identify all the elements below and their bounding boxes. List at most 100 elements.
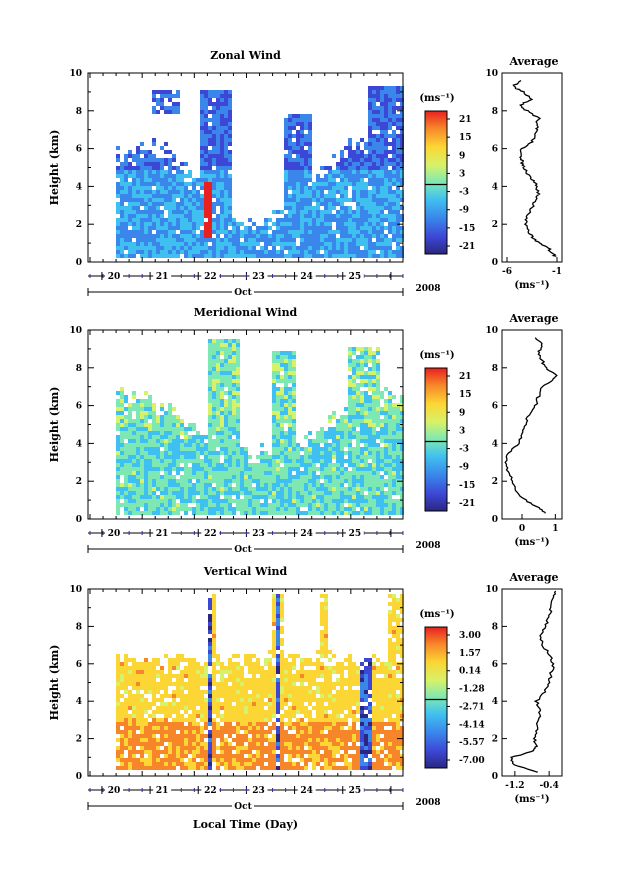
heatmap-cell <box>216 359 220 363</box>
heatmap-cell <box>196 698 200 702</box>
heatmap-cell <box>360 182 364 186</box>
heatmap-cell <box>136 734 140 738</box>
heatmap-cell <box>140 443 144 447</box>
heatmap-cell <box>132 726 136 730</box>
heatmap-cell <box>328 226 332 230</box>
heatmap-cell <box>176 451 180 455</box>
heatmap-cell <box>308 138 312 142</box>
heatmap-cell <box>228 734 232 738</box>
heatmap-cell <box>164 234 168 238</box>
heatmap-cell <box>116 730 120 734</box>
heatmap-cell <box>208 702 212 706</box>
heatmap-cell <box>224 202 228 206</box>
heatmap-cell <box>384 146 388 150</box>
heatmap-cell <box>128 435 132 439</box>
heatmap-cell <box>216 407 220 411</box>
heatmap-cell <box>368 106 372 110</box>
heatmap-cell <box>176 686 180 690</box>
heatmap-cell <box>232 250 236 254</box>
heatmap-cell <box>336 495 340 499</box>
heatmap-cell <box>224 431 228 435</box>
heatmap-cell <box>216 427 220 431</box>
heatmap-cell <box>172 499 176 503</box>
heatmap-cell <box>244 495 248 499</box>
heatmap-cell <box>220 210 224 214</box>
heatmap-cell <box>204 459 208 463</box>
heatmap-cell <box>200 435 204 439</box>
heatmap-cell <box>120 250 124 254</box>
heatmap-cell <box>124 702 128 706</box>
heatmap-cell <box>224 455 228 459</box>
heatmap-cell <box>228 110 232 114</box>
heatmap-cell <box>172 766 176 770</box>
heatmap-cell <box>128 734 132 738</box>
heatmap-cell <box>272 475 276 479</box>
heatmap-cell <box>380 138 384 142</box>
month-label: Oct <box>234 545 252 555</box>
heatmap-cell <box>164 706 168 710</box>
heatmap-cell <box>124 491 128 495</box>
heatmap-cell <box>192 734 196 738</box>
heatmap-cell <box>148 702 152 706</box>
heatmap-cell <box>144 495 148 499</box>
heatmap-cell <box>264 242 268 246</box>
heatmap-cell <box>152 702 156 706</box>
heatmap-cell <box>208 375 212 379</box>
heatmap-cell <box>216 443 220 447</box>
heatmap-cell <box>120 206 124 210</box>
heatmap-cell <box>144 710 148 714</box>
heatmap-cell <box>396 198 400 202</box>
heatmap-cell <box>304 186 308 190</box>
heatmap-cell <box>384 483 388 487</box>
heatmap-cell <box>148 234 152 238</box>
heatmap-cell <box>148 166 152 170</box>
heatmap-cell <box>340 186 344 190</box>
heatmap-cell <box>272 383 276 387</box>
heatmap-cell <box>344 222 348 226</box>
heatmap-cell <box>172 106 176 110</box>
heatmap-cell <box>220 375 224 379</box>
heatmap-cell <box>384 495 388 499</box>
heatmap-cell <box>388 483 392 487</box>
heatmap-cell <box>336 483 340 487</box>
heatmap-cell <box>280 451 284 455</box>
heatmap-cell <box>380 391 384 395</box>
heatmap-cell <box>164 710 168 714</box>
heatmap-cell <box>344 427 348 431</box>
heatmap-cell <box>228 391 232 395</box>
profile-title: Average <box>508 312 558 325</box>
heatmap-cell <box>184 162 188 166</box>
heatmap-cell <box>168 714 172 718</box>
heatmap-cell <box>364 399 368 403</box>
heatmap-cell <box>328 186 332 190</box>
heatmap-cell <box>372 90 376 94</box>
heatmap-cell <box>120 463 124 467</box>
heatmap-cell <box>156 459 160 463</box>
heatmap-cell <box>224 694 228 698</box>
heatmap-cell <box>212 355 216 359</box>
heatmap-cell <box>168 766 172 770</box>
heatmap-cell <box>172 702 176 706</box>
heatmap-cell <box>148 150 152 154</box>
heatmap-cell <box>360 459 364 463</box>
heatmap-cell <box>312 463 316 467</box>
heatmap-cell <box>124 399 128 403</box>
heatmap-cell <box>352 210 356 214</box>
heatmap-cell <box>144 214 148 218</box>
heatmap-cell <box>272 355 276 359</box>
heatmap-cell <box>116 254 120 258</box>
heatmap-cell <box>136 698 140 702</box>
heatmap-cell <box>200 186 204 190</box>
heatmap-cell <box>284 170 288 174</box>
heatmap-cell <box>144 443 148 447</box>
heatmap-cell <box>204 98 208 102</box>
heatmap-cell <box>344 234 348 238</box>
heatmap-cell <box>204 766 208 770</box>
heatmap-cell <box>296 142 300 146</box>
heatmap-cell <box>124 162 128 166</box>
heatmap-cell <box>208 447 212 451</box>
heatmap-cell <box>276 355 280 359</box>
heatmap-cell <box>376 431 380 435</box>
heatmap-cell <box>280 503 284 507</box>
heatmap-cell <box>400 419 404 423</box>
